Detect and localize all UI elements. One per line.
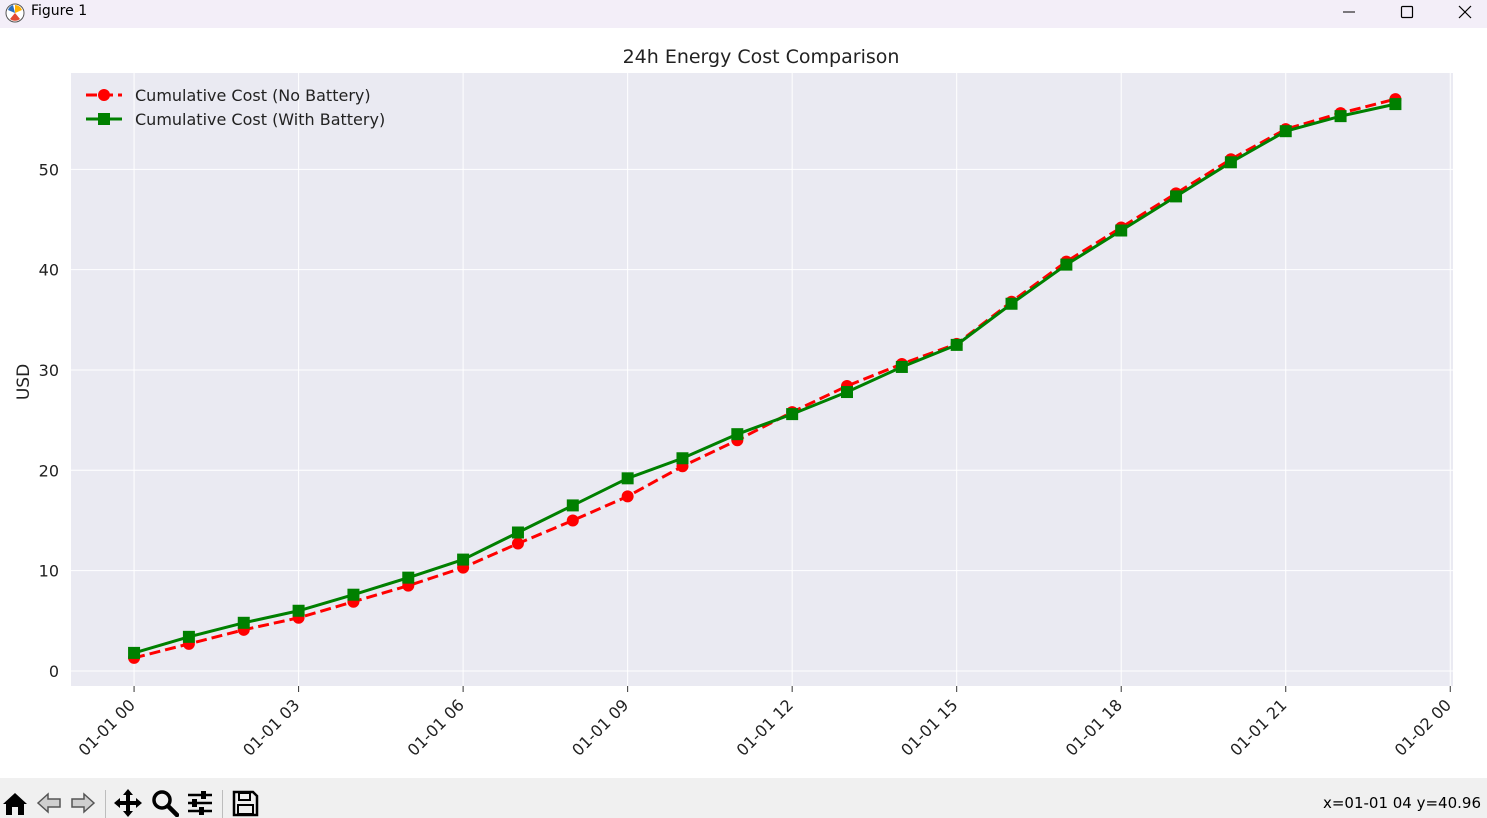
x-tick-label: 01-02 00 bbox=[1391, 695, 1455, 759]
matplotlib-logo-icon bbox=[4, 2, 26, 24]
plot-area bbox=[71, 73, 1453, 686]
pan-icon bbox=[114, 789, 142, 817]
y-axis-label: USD bbox=[14, 364, 34, 400]
configure-subplots-button[interactable] bbox=[185, 788, 215, 818]
data-point bbox=[1334, 110, 1347, 123]
data-point bbox=[676, 452, 689, 465]
x-tick-label: 01-01 09 bbox=[568, 695, 632, 759]
data-point bbox=[402, 571, 415, 584]
data-point bbox=[1170, 190, 1183, 203]
toolbar-separator bbox=[222, 790, 223, 818]
data-point bbox=[128, 646, 141, 659]
y-tick-label: 30 bbox=[39, 361, 59, 380]
y-tick-label: 20 bbox=[39, 461, 59, 480]
data-point bbox=[1224, 156, 1237, 169]
data-point bbox=[1005, 297, 1018, 310]
data-point bbox=[950, 338, 963, 351]
pan-button[interactable] bbox=[113, 788, 143, 818]
back-button[interactable] bbox=[34, 788, 64, 818]
data-point bbox=[457, 553, 470, 566]
data-point bbox=[566, 514, 579, 527]
navigation-toolbar: x=01-01 04 y=40.96 bbox=[0, 778, 1487, 818]
x-tick-label: 01-01 03 bbox=[239, 695, 303, 759]
configure-subplots-icon bbox=[188, 791, 212, 815]
home-button[interactable] bbox=[0, 788, 30, 818]
figure-canvas[interactable]: 0 10 20 30 40 50 01-01 00 01-01 03 01-01 06 01-01… bbox=[0, 28, 1487, 778]
legend-label: Cumulative Cost (No Battery) bbox=[135, 86, 371, 105]
close-icon bbox=[1458, 5, 1472, 19]
maximize-button[interactable] bbox=[1384, 0, 1430, 24]
x-tick-label: 01-01 18 bbox=[1062, 695, 1126, 759]
y-tick-label: 0 bbox=[49, 662, 59, 681]
legend-marker bbox=[98, 113, 110, 125]
close-button[interactable] bbox=[1442, 0, 1487, 24]
window-title: Figure 1 bbox=[31, 3, 88, 19]
legend: Cumulative Cost (No Battery) Cumulative C… bbox=[86, 86, 385, 129]
data-point bbox=[786, 408, 799, 421]
data-point bbox=[511, 537, 524, 550]
data-point bbox=[895, 360, 908, 373]
data-point bbox=[347, 588, 360, 601]
toolbar-separator bbox=[105, 790, 106, 818]
minimize-button[interactable] bbox=[1326, 0, 1372, 24]
series-line bbox=[133, 97, 1396, 660]
x-tick-label: 01-01 12 bbox=[733, 695, 797, 759]
data-point bbox=[511, 526, 524, 539]
y-tick-label: 40 bbox=[39, 261, 59, 280]
data-point bbox=[237, 616, 250, 629]
data-point bbox=[1279, 125, 1292, 138]
chart-title: 24h Energy Cost Comparison bbox=[623, 46, 900, 68]
data-point bbox=[1389, 98, 1402, 111]
chart-svg: 0 10 20 30 40 50 01-01 00 01-01 03 01-01 06 01-01… bbox=[14, 46, 1455, 760]
data-point bbox=[731, 428, 744, 441]
data-point bbox=[1060, 258, 1073, 271]
legend-label: Cumulative Cost (With Battery) bbox=[135, 110, 385, 129]
x-tick-label: 01-01 00 bbox=[75, 695, 139, 759]
save-icon bbox=[232, 790, 259, 817]
x-tick-label: 01-01 21 bbox=[1226, 695, 1290, 759]
y-tick-label: 50 bbox=[39, 160, 59, 179]
y-tick-label: 10 bbox=[39, 562, 59, 581]
data-point bbox=[1115, 224, 1128, 237]
x-tick-label: 01-01 15 bbox=[897, 695, 961, 759]
minimize-icon bbox=[1343, 11, 1355, 13]
data-point bbox=[292, 604, 305, 617]
back-icon bbox=[36, 792, 61, 814]
grid-lines bbox=[71, 73, 1453, 686]
save-button[interactable] bbox=[230, 788, 260, 818]
forward-icon bbox=[71, 792, 96, 814]
data-point bbox=[566, 499, 579, 512]
data-point bbox=[621, 472, 634, 485]
data-point bbox=[182, 630, 195, 643]
series-line bbox=[133, 102, 1396, 655]
zoom-icon bbox=[152, 790, 179, 817]
window-titlebar: Figure 1 bbox=[0, 0, 1487, 28]
data-point bbox=[621, 490, 634, 503]
series-layer bbox=[128, 93, 1402, 664]
zoom-button[interactable] bbox=[150, 788, 180, 818]
cursor-coordinates: x=01-01 04 y=40.96 bbox=[1322, 794, 1481, 812]
home-icon bbox=[3, 793, 27, 815]
maximize-icon bbox=[1400, 5, 1414, 19]
forward-button[interactable] bbox=[68, 788, 98, 818]
series-with-battery bbox=[128, 98, 1402, 659]
data-point bbox=[841, 386, 854, 399]
x-tick-label: 01-01 06 bbox=[404, 695, 468, 759]
legend-marker bbox=[98, 89, 110, 101]
